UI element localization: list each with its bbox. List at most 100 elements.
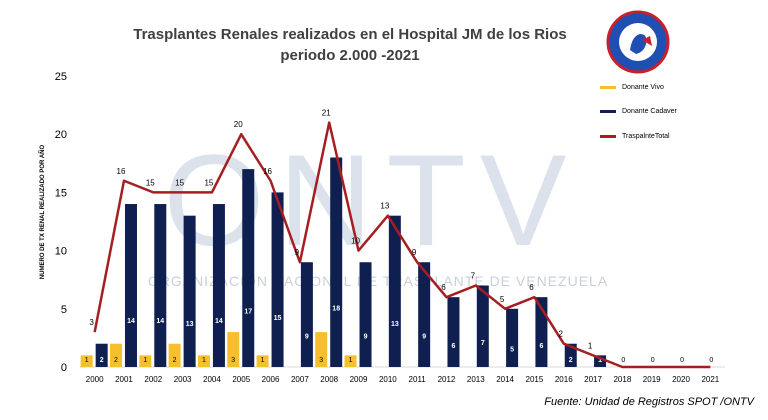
bar-donante-cadaver: [594, 355, 607, 367]
data-label-cadaver: 0: [680, 357, 684, 364]
bar-donante-vivo: [315, 332, 328, 367]
legend-swatch-cadaver: [600, 110, 616, 113]
x-tick-label: 2002: [144, 375, 162, 384]
data-label-vivo: 1: [349, 357, 353, 364]
data-label-vivo: 2: [114, 357, 118, 364]
data-label-cadaver: 15: [274, 315, 282, 322]
bar-donante-cadaver: [388, 215, 401, 367]
bar-donante-cadaver: [418, 262, 431, 367]
data-label-cadaver: 9: [305, 334, 309, 341]
data-label-total: 16: [263, 167, 272, 176]
data-label-total: 1: [588, 341, 593, 350]
watermark-subtitle: ORGANIZACIÓN NACIONAL DE TRASPLANTE DE V…: [148, 273, 608, 289]
legend-item-vivo: Donante Vivo: [600, 84, 664, 91]
x-tick-label: 2018: [613, 375, 631, 384]
data-label-cadaver: 0: [709, 357, 713, 364]
y-tick-label: 5: [61, 304, 67, 316]
data-label-cadaver: 7: [481, 340, 485, 347]
bar-donante-cadaver: [564, 343, 577, 367]
y-tick-label: 15: [55, 187, 67, 199]
legend-item-cadaver: Donante Cadaver: [600, 108, 677, 115]
data-label-cadaver: 0: [651, 357, 655, 364]
bar-donante-vivo: [139, 355, 152, 367]
x-tick-label: 2016: [555, 375, 573, 384]
chart-title-line-1: Trasplantes Renales realizados en el Hos…: [133, 26, 567, 43]
data-label-vivo: 2: [173, 357, 177, 364]
data-label-cadaver: 14: [215, 318, 223, 325]
x-tick-label: 2019: [643, 375, 661, 384]
x-tick-label: 2010: [379, 375, 397, 384]
bar-donante-vivo: [80, 355, 93, 367]
data-label-cadaver: 13: [186, 321, 194, 328]
bar-donante-cadaver: [330, 157, 343, 367]
data-label-cadaver: 17: [244, 309, 252, 316]
data-label-total: 2: [559, 330, 564, 339]
data-label-cadaver: 14: [156, 318, 164, 325]
data-label-cadaver: 1: [598, 357, 602, 364]
data-label-total: 9: [295, 248, 300, 257]
data-label-total: 5: [500, 295, 505, 304]
bar-donante-cadaver: [506, 308, 519, 367]
watermark-logo-text: ONTV: [163, 127, 580, 273]
hospital-logo: [606, 10, 670, 79]
data-label-total: 16: [117, 167, 126, 176]
data-label-total: 21: [322, 109, 331, 118]
x-tick-label: 2013: [467, 375, 485, 384]
bar-donante-cadaver: [124, 204, 137, 367]
data-label-cadaver: 9: [364, 334, 368, 341]
data-label-total: 9: [412, 248, 417, 257]
data-label-cadaver: 5: [510, 346, 514, 353]
legend-label-total: TraspalnteTotal: [622, 133, 670, 140]
data-label-vivo: 1: [143, 357, 147, 364]
chart-title: Trasplantes Renales realizados en el Hos…: [120, 24, 580, 66]
data-label-total: 15: [175, 178, 184, 187]
x-tick-label: 2017: [584, 375, 602, 384]
bar-donante-vivo: [344, 355, 357, 367]
data-label-total: 10: [351, 237, 360, 246]
x-tick-label: 2015: [526, 375, 544, 384]
data-label-total: 6: [441, 283, 446, 292]
x-tick-label: 2005: [232, 375, 250, 384]
data-label-cadaver: 6: [539, 343, 543, 350]
y-tick-label: 10: [55, 246, 67, 258]
bar-donante-cadaver: [183, 215, 196, 367]
bar-donante-vivo: [197, 355, 210, 367]
x-tick-label: 2009: [350, 375, 368, 384]
series-line-total: [93, 121, 711, 369]
data-label-total: 3: [89, 318, 94, 327]
data-label-cadaver: 9: [422, 334, 426, 341]
data-label-cadaver: 14: [127, 318, 135, 325]
data-label-vivo: 3: [231, 357, 235, 364]
data-label-cadaver: 13: [391, 321, 399, 328]
bar-donante-vivo: [109, 343, 122, 367]
data-label-total: 15: [146, 178, 155, 187]
data-label-cadaver: 2: [569, 357, 573, 364]
legend-label-cadaver: Donante Cadaver: [622, 108, 677, 115]
bar-donante-cadaver: [154, 204, 167, 367]
x-tick-label: 2008: [320, 375, 338, 384]
bar-donante-cadaver: [242, 169, 255, 367]
data-label-total: 13: [380, 202, 389, 211]
x-tick-label: 2003: [174, 375, 192, 384]
bar-donante-vivo: [168, 343, 181, 367]
bar-donante-cadaver: [271, 192, 284, 367]
x-tick-label: 2014: [496, 375, 514, 384]
y-tick-label: 20: [55, 129, 67, 141]
bar-donante-cadaver: [212, 204, 225, 367]
data-label-vivo: 3: [319, 357, 323, 364]
legend-label-vivo: Donante Vivo: [622, 84, 664, 91]
data-label-cadaver: 0: [621, 357, 625, 364]
x-tick-label: 2011: [409, 375, 427, 384]
x-tick-label: 2007: [291, 375, 309, 384]
bar-donante-cadaver: [300, 262, 313, 367]
bar-donante-cadaver: [476, 285, 489, 367]
legend-swatch-vivo: [600, 86, 616, 89]
x-tick-label: 2004: [203, 375, 221, 384]
data-label-cadaver: 2: [100, 357, 104, 364]
y-axis-label: NUMERO DE TX RENAL REALIZADO POR AÑO: [40, 144, 46, 280]
data-label-total: 20: [234, 120, 243, 129]
x-tick-label: 2001: [115, 375, 133, 384]
x-tick-label: 2012: [438, 375, 456, 384]
x-tick-label: 2020: [672, 375, 690, 384]
